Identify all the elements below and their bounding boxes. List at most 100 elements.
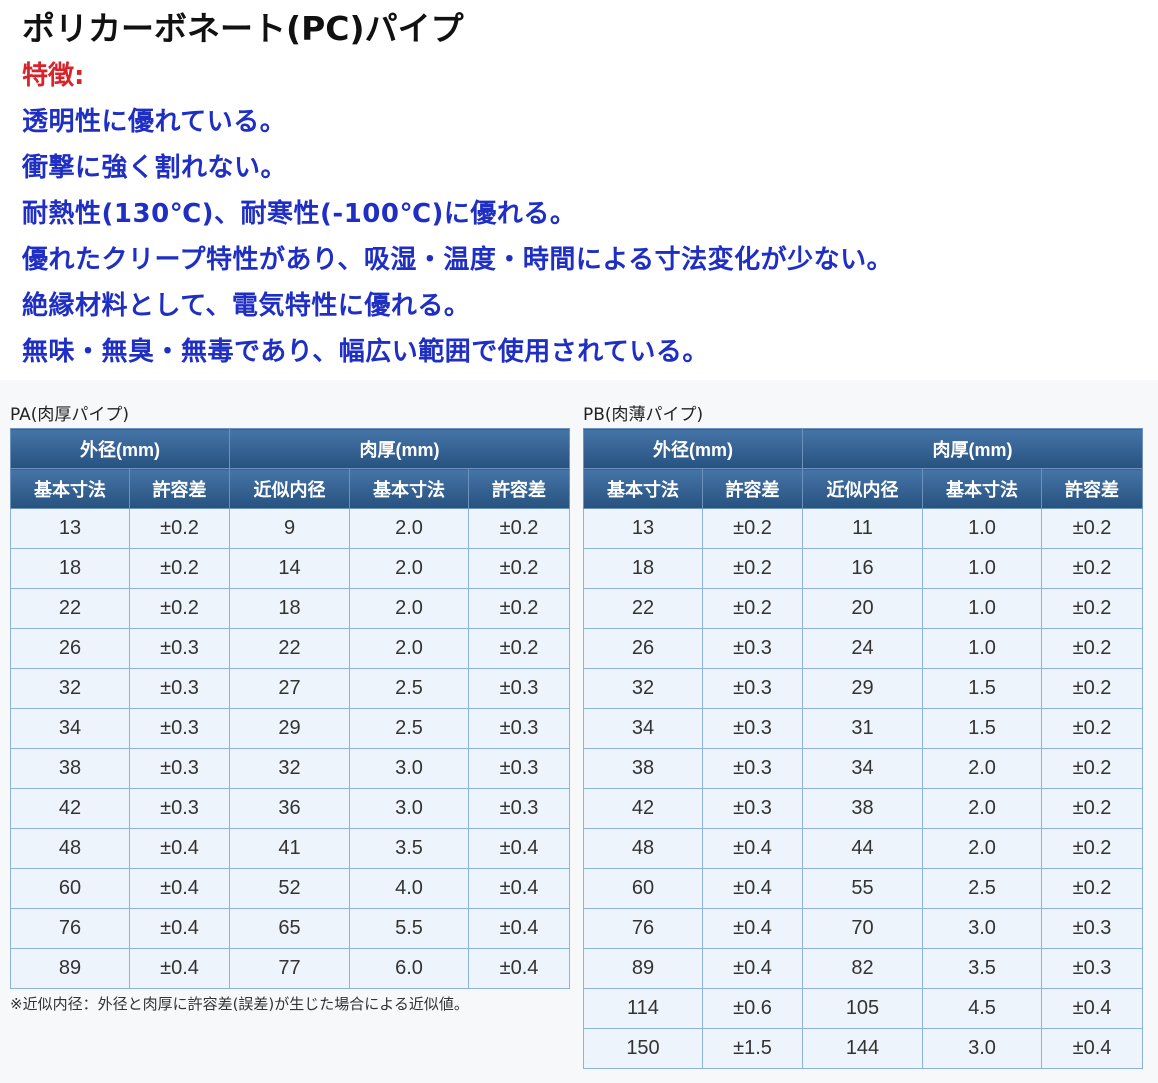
group-header-row: 外径(mm) 肉厚(mm) <box>10 428 570 469</box>
table-cell: 41 <box>229 828 350 869</box>
table-cell: ±0.2 <box>1041 788 1143 829</box>
table-cell: 42 <box>10 788 130 829</box>
table-cell: ±0.3 <box>129 708 230 749</box>
footnote: ※近似内径：外径と肉厚に許容差(誤差)が生じた場合による近似値。 <box>10 995 469 1013</box>
table-cell: ±0.4 <box>468 908 570 949</box>
table-cell: 34 <box>583 708 703 749</box>
table-cell: 48 <box>583 828 703 869</box>
table-cell: ±0.3 <box>702 628 803 669</box>
table-cell: 36 <box>229 788 350 829</box>
table-cell: ±0.2 <box>1041 588 1143 629</box>
table-cell: 55 <box>802 868 923 909</box>
table-cell: 9 <box>229 508 350 549</box>
group-header: 外径(mm) <box>10 428 230 469</box>
table-cell: ±0.4 <box>468 828 570 869</box>
table-row: 114 ±0.6 105 4.5 ±0.4 <box>583 988 1143 1029</box>
table-cell: 26 <box>10 628 130 669</box>
table-cell: 65 <box>229 908 350 949</box>
table-row: 48 ±0.4 44 2.0 ±0.2 <box>583 828 1143 869</box>
table-cell: ±0.2 <box>129 508 230 549</box>
table-cell: ±0.3 <box>468 748 570 789</box>
column-header: 許容差 <box>468 468 570 509</box>
table-cell: 105 <box>802 988 923 1029</box>
pa-table-label: PA(肉厚パイプ) <box>10 405 130 425</box>
table-cell: 1.5 <box>922 668 1042 709</box>
column-header: 許容差 <box>702 468 803 509</box>
column-header-row: 基本寸法 許容差 近似内径 基本寸法 許容差 <box>10 468 570 509</box>
table-cell: 38 <box>802 788 923 829</box>
group-header: 肉厚(mm) <box>229 428 570 469</box>
table-cell: 2.0 <box>349 628 469 669</box>
table-cell: 89 <box>583 948 703 989</box>
table-cell: ±0.2 <box>1041 828 1143 869</box>
feature-item: 透明性に優れている。 <box>22 107 287 137</box>
table-cell: 3.0 <box>922 1028 1042 1069</box>
table-cell: ±0.4 <box>129 868 230 909</box>
table-cell: ±0.3 <box>468 668 570 709</box>
table-cell: ±0.2 <box>1041 868 1143 909</box>
table-cell: ±0.6 <box>702 988 803 1029</box>
table-cell: 82 <box>802 948 923 989</box>
table-cell: 16 <box>802 548 923 589</box>
table-cell: 20 <box>802 588 923 629</box>
table-cell: 3.5 <box>349 828 469 869</box>
group-header: 肉厚(mm) <box>802 428 1143 469</box>
table-cell: ±0.4 <box>129 948 230 989</box>
pb-table: 外径(mm) 肉厚(mm) 基本寸法 許容差 近似内径 基本寸法 許容差 13 ±0.2 11 1.… <box>583 428 1143 1069</box>
column-header: 近似内径 <box>802 468 923 509</box>
table-row: 150 ±1.5 144 3.0 ±0.4 <box>583 1028 1143 1069</box>
table-cell: ±0.3 <box>702 788 803 829</box>
table-row: 13 ±0.2 9 2.0 ±0.2 <box>10 508 570 549</box>
table-cell: ±0.3 <box>702 748 803 789</box>
table-cell: 3.0 <box>349 788 469 829</box>
table-cell: 1.0 <box>922 628 1042 669</box>
table-cell: ±0.2 <box>1041 668 1143 709</box>
table-cell: 144 <box>802 1028 923 1069</box>
table-cell: 34 <box>10 708 130 749</box>
table-cell: 1.0 <box>922 508 1042 549</box>
pb-table-label: PB(肉薄パイプ) <box>583 405 704 425</box>
table-cell: ±0.4 <box>468 868 570 909</box>
table-cell: 4.0 <box>349 868 469 909</box>
table-cell: 2.0 <box>922 748 1042 789</box>
table-row: 76 ±0.4 70 3.0 ±0.3 <box>583 908 1143 949</box>
table-row: 22 ±0.2 20 1.0 ±0.2 <box>583 588 1143 629</box>
table-cell: 4.5 <box>922 988 1042 1029</box>
table-cell: 76 <box>583 908 703 949</box>
table-cell: 31 <box>802 708 923 749</box>
table-cell: ±0.4 <box>702 948 803 989</box>
table-row: 22 ±0.2 18 2.0 ±0.2 <box>10 588 570 629</box>
table-cell: ±0.2 <box>468 548 570 589</box>
table-cell: ±0.4 <box>702 868 803 909</box>
table-cell: ±0.3 <box>129 628 230 669</box>
table-row: 60 ±0.4 52 4.0 ±0.4 <box>10 868 570 909</box>
table-cell: ±0.2 <box>1041 628 1143 669</box>
table-row: 32 ±0.3 29 1.5 ±0.2 <box>583 668 1143 709</box>
table-cell: 11 <box>802 508 923 549</box>
column-header: 基本寸法 <box>583 468 703 509</box>
table-cell: 18 <box>229 588 350 629</box>
table-row: 89 ±0.4 77 6.0 ±0.4 <box>10 948 570 989</box>
table-cell: ±0.2 <box>1041 548 1143 589</box>
table-row: 18 ±0.2 14 2.0 ±0.2 <box>10 548 570 589</box>
table-cell: ±0.2 <box>1041 748 1143 789</box>
table-cell: 2.0 <box>922 828 1042 869</box>
table-cell: ±0.2 <box>129 588 230 629</box>
table-cell: 13 <box>10 508 130 549</box>
table-cell: ±0.2 <box>1041 508 1143 549</box>
feature-item: 衝撃に強く割れない。 <box>22 153 288 183</box>
group-header: 外径(mm) <box>583 428 803 469</box>
table-cell: ±0.4 <box>468 948 570 989</box>
table-cell: ±0.3 <box>1041 908 1143 949</box>
table-cell: 1.0 <box>922 588 1042 629</box>
table-cell: 26 <box>583 628 703 669</box>
table-row: 38 ±0.3 34 2.0 ±0.2 <box>583 748 1143 789</box>
table-cell: ±0.2 <box>702 548 803 589</box>
table-cell: 14 <box>229 548 350 589</box>
table-row: 60 ±0.4 55 2.5 ±0.2 <box>583 868 1143 909</box>
table-cell: ±0.2 <box>1041 708 1143 749</box>
table-cell: ±0.2 <box>468 588 570 629</box>
table-row: 48 ±0.4 41 3.5 ±0.4 <box>10 828 570 869</box>
table-cell: ±0.3 <box>1041 948 1143 989</box>
feature-item: 優れたクリープ特性があり、吸湿・温度・時間による寸法変化が少ない。 <box>22 245 894 275</box>
